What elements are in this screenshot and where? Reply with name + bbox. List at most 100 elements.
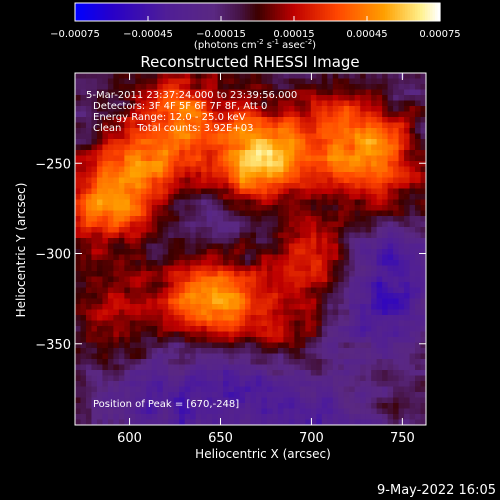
heatmap-cell: [91, 309, 98, 316]
heatmap-cell: [206, 414, 213, 420]
heatmap-cell: [409, 364, 416, 371]
heatmap-cell: [415, 375, 422, 382]
heatmap-cell: [234, 117, 241, 123]
heatmap-cell: [96, 271, 103, 277]
heatmap-cell: [151, 326, 158, 332]
heatmap-cell: [96, 309, 103, 316]
heatmap-cell: [266, 293, 273, 299]
heatmap-cell: [223, 243, 230, 250]
heatmap-cell: [277, 194, 284, 200]
heatmap-cell: [404, 122, 411, 129]
heatmap-cell: [354, 89, 361, 96]
heatmap-cell: [168, 419, 175, 426]
heatmap-cell: [393, 419, 400, 426]
heatmap-cell: [245, 232, 251, 239]
heatmap-cell: [338, 381, 345, 387]
heatmap-cell: [360, 227, 367, 233]
heatmap-cell: [409, 331, 416, 338]
heatmap-cell: [415, 78, 422, 85]
heatmap-cell: [151, 320, 158, 327]
heatmap-cell: [338, 348, 345, 354]
heatmap-cell: [409, 205, 416, 211]
heatmap-cell: [404, 309, 411, 316]
heatmap-cell: [212, 232, 219, 239]
heatmap-cell: [294, 106, 301, 112]
heatmap-cell: [118, 188, 125, 195]
heatmap-cell: [168, 403, 175, 409]
heatmap-cell: [124, 111, 131, 118]
heatmap-cell: [75, 150, 81, 156]
heatmap-cell: [118, 342, 125, 349]
heatmap-cell: [294, 293, 301, 299]
heatmap-cell: [332, 381, 339, 387]
heatmap-cell: [261, 414, 268, 420]
heatmap-cell: [91, 155, 98, 162]
heatmap-cell: [255, 260, 262, 266]
heatmap-cell: [393, 117, 400, 123]
heatmap-cell: [80, 364, 87, 371]
heatmap-cell: [327, 348, 334, 354]
heatmap-cell: [168, 221, 175, 228]
heatmap-cell: [382, 254, 389, 261]
colorbar-cell: [242, 3, 246, 21]
heatmap-cell: [168, 381, 175, 387]
heatmap-cell: [327, 331, 334, 338]
heatmap-cell: [124, 397, 131, 404]
heatmap-cell: [404, 375, 411, 382]
heatmap-cell: [91, 111, 98, 118]
heatmap-cell: [277, 276, 284, 283]
heatmap-cell: [261, 117, 268, 123]
heatmap-cell: [184, 260, 191, 266]
heatmap-cell: [168, 128, 175, 134]
heatmap-cell: [338, 359, 345, 365]
heatmap-cell: [316, 194, 323, 200]
heatmap-cell: [272, 331, 279, 338]
heatmap-cell: [321, 172, 328, 178]
heatmap-cell: [146, 194, 153, 200]
heatmap-cell: [102, 106, 109, 112]
heatmap-cell: [283, 111, 290, 118]
heatmap-cell: [217, 144, 224, 151]
heatmap-cell: [343, 342, 350, 349]
heatmap-cell: [162, 348, 169, 354]
heatmap-cell: [299, 221, 306, 228]
heatmap-cell: [135, 271, 142, 277]
heatmap-cell: [420, 293, 427, 299]
heatmap-cell: [228, 232, 235, 239]
heatmap-cell: [135, 243, 142, 250]
heatmap-cell: [365, 331, 372, 338]
heatmap-cell: [365, 161, 372, 167]
heatmap-cell: [201, 117, 208, 123]
heatmap-cell: [184, 342, 191, 349]
heatmap-cell: [146, 353, 153, 360]
heatmap-cell: [360, 414, 367, 420]
heatmap-cell: [266, 227, 273, 233]
heatmap-cell: [294, 227, 301, 233]
heatmap-cell: [420, 89, 427, 96]
heatmap-cell: [151, 392, 158, 398]
heatmap-cell: [91, 177, 98, 184]
heatmap-cell: [321, 139, 328, 145]
heatmap-cell: [135, 78, 142, 85]
colorbar-cell: [377, 3, 381, 21]
heatmap-cell: [179, 287, 186, 294]
heatmap-cell: [376, 133, 383, 140]
heatmap-cell: [124, 166, 131, 173]
heatmap-cell: [91, 249, 98, 255]
heatmap-cell: [75, 309, 81, 316]
heatmap-cell: [305, 326, 312, 332]
heatmap-cell: [179, 271, 186, 277]
heatmap-cell: [382, 100, 389, 107]
heatmap-cell: [272, 260, 279, 266]
heatmap-cell: [266, 315, 273, 321]
heatmap-cell: [173, 139, 180, 145]
colorbar-cell: [335, 3, 339, 21]
heatmap-cell: [113, 199, 120, 206]
heatmap-cell: [316, 359, 323, 365]
heatmap-cell: [420, 342, 427, 349]
heatmap-cell: [85, 106, 92, 112]
heatmap-cell: [239, 166, 246, 173]
heatmap-cell: [206, 155, 213, 162]
heatmap-cell: [283, 265, 290, 272]
heatmap-cell: [349, 337, 356, 343]
